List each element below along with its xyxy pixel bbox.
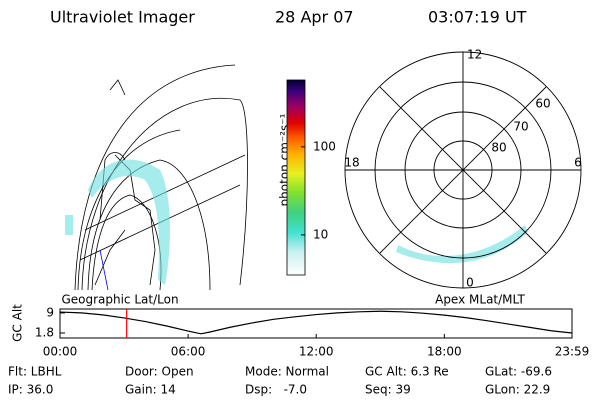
- alt-plot-frame: [59, 308, 573, 339]
- colorbar-tick-label: 100: [313, 139, 336, 153]
- mlt-label: 18: [344, 156, 359, 170]
- status-field: Flt: LBHL: [8, 365, 62, 379]
- x-tick-label: 00:00: [43, 345, 78, 359]
- date: 28 Apr 07: [275, 8, 354, 27]
- alt-line: [59, 310, 573, 335]
- mlt-label: 0: [466, 276, 474, 290]
- status-field: GC Alt: 6.3 Re: [365, 365, 449, 379]
- lat-label: 60: [535, 97, 550, 111]
- status-field: GLat: -69.6: [485, 365, 552, 379]
- polar-grid: [344, 51, 582, 289]
- mlt-label: 6: [574, 156, 582, 170]
- lat-label: 70: [513, 120, 528, 134]
- plot-title-left: Geographic Lat/Lon: [61, 293, 178, 307]
- status-field: GLon: 22.9: [485, 383, 550, 397]
- y-tick-label: 1.8: [35, 325, 54, 339]
- y-tick-label: 9: [46, 305, 54, 319]
- x-tick-label: 18:00: [427, 345, 462, 359]
- y-axis-label: GC Alt: [11, 304, 25, 342]
- status-field: Seq: 39: [365, 383, 411, 397]
- status-field: Mode: Normal: [245, 365, 329, 379]
- mlt-label: 12: [467, 48, 482, 62]
- lat-label: 80: [491, 141, 506, 155]
- aurora-glow: [65, 159, 528, 285]
- status-field: IP: 36.0: [8, 383, 53, 397]
- time: 03:07:19 UT: [428, 8, 527, 27]
- colorbar-tick-label: 10: [313, 227, 328, 241]
- status-field: Gain: 14: [125, 383, 176, 397]
- x-tick-label: 23:59: [555, 345, 590, 359]
- plot-title-right: Apex MLat/MLT: [435, 293, 525, 307]
- status-field: Dsp: -7.0: [245, 383, 307, 397]
- status-field: Door: Open: [125, 365, 194, 379]
- x-tick-label: 06:00: [171, 345, 206, 359]
- instrument: Ultraviolet Imager: [50, 8, 195, 27]
- x-tick-label: 12:00: [299, 345, 334, 359]
- colorbar: [286, 79, 306, 276]
